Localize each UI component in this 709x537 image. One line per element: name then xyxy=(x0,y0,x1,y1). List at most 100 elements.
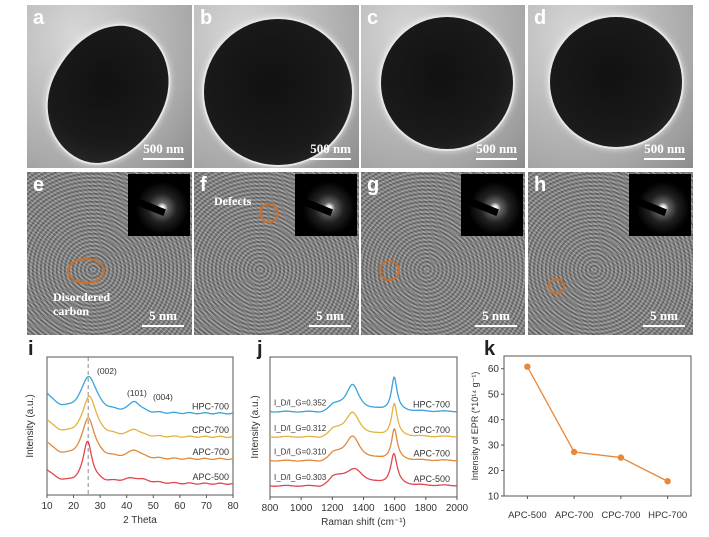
raman-series-hpc-700 xyxy=(270,376,457,413)
panel-label: h xyxy=(534,174,547,196)
x-tick-label: HPC-700 xyxy=(648,510,687,521)
scale-label: 500 nm xyxy=(476,141,517,156)
scale-label: 5 nm xyxy=(650,308,678,323)
series-label: CPC-700 xyxy=(413,425,450,435)
epr-point-hpc-700 xyxy=(664,478,671,485)
panel-label-j: j xyxy=(257,338,263,360)
x-tick-label: 60 xyxy=(174,501,186,512)
scale-bar: 500 nm xyxy=(476,141,517,160)
highlight-circle xyxy=(379,260,400,281)
hrtem-panel-h: h 5 nm xyxy=(528,172,693,335)
x-axis-label: 2 Theta xyxy=(123,515,157,526)
epr-line xyxy=(526,366,668,482)
scale-label: 500 nm xyxy=(143,141,184,156)
x-tick-label: 1600 xyxy=(384,503,407,514)
epr-point-cpc-700 xyxy=(617,454,625,461)
x-tick-label: APC-500 xyxy=(508,510,547,521)
xrd-series-hpc-700 xyxy=(46,375,234,415)
tem-panel-a: a 500 nm xyxy=(27,5,192,168)
epr-point-apc-700 xyxy=(570,448,578,456)
tem-panel-c: c 500 nm xyxy=(361,5,525,168)
scale-label: 5 nm xyxy=(316,308,344,323)
id-ig-ratio-label: I_D/I_G=0.310 xyxy=(274,448,327,457)
raman-series-cpc-700 xyxy=(270,402,457,438)
saed-inset xyxy=(629,174,691,236)
scale-bar: 5 nm xyxy=(475,308,517,327)
series-label: HPC-700 xyxy=(413,400,450,410)
x-tick-label: 1200 xyxy=(321,503,344,514)
y-axis-label: Intensity of EPR (*10¹⁴ g⁻¹) xyxy=(470,372,480,481)
x-tick-label: 2000 xyxy=(446,503,469,514)
y-tick-label: 20 xyxy=(488,466,500,477)
panel-label: e xyxy=(33,174,45,196)
y-tick-label: 30 xyxy=(488,441,500,452)
series-label: HPC-700 xyxy=(192,402,229,412)
hrtem-panel-f: f Defects 5 nm xyxy=(194,172,359,335)
x-tick-label: 80 xyxy=(227,501,239,512)
scale-bar: 5 nm xyxy=(643,308,685,327)
plot-frame xyxy=(46,356,234,496)
y-tick-label: 60 xyxy=(488,364,500,375)
annotation-101: (101) xyxy=(127,388,147,398)
saed-inset xyxy=(295,174,357,236)
hrtem-panel-e: e Disordered carbon 5 nm xyxy=(27,172,192,335)
id-ig-ratio-label: I_D/I_G=0.352 xyxy=(274,399,327,408)
y-tick-label: 40 xyxy=(488,415,500,426)
panel-label: g xyxy=(367,174,380,196)
x-tick-label: 1400 xyxy=(352,503,375,514)
particle xyxy=(381,17,513,149)
scale-label: 500 nm xyxy=(310,141,351,156)
x-tick-label: 10 xyxy=(41,501,53,512)
panel-label: a xyxy=(33,7,45,29)
scale-bar: 5 nm xyxy=(309,308,351,327)
particle xyxy=(550,17,682,147)
annotation: Defects xyxy=(214,194,252,208)
y-axis-label: Intensity (a.u.) xyxy=(250,395,261,458)
hrtem-panel-g: g 5 nm xyxy=(361,172,525,335)
scale-label: 5 nm xyxy=(149,308,177,323)
series-label: APC-700 xyxy=(413,449,450,459)
tem-panel-d: d 500 nm xyxy=(528,5,693,168)
series-label: CPC-700 xyxy=(192,425,229,435)
y-tick-label: 10 xyxy=(488,492,500,503)
series-label: APC-500 xyxy=(413,474,450,484)
x-axis-label: Raman shift (cm⁻¹) xyxy=(321,517,406,528)
x-tick-label: 1800 xyxy=(415,503,438,514)
x-tick-label: 1000 xyxy=(290,503,313,514)
x-tick-label: 20 xyxy=(68,501,80,512)
x-tick-label: 70 xyxy=(201,501,213,512)
y-tick-label: 50 xyxy=(488,390,500,401)
series-label: APC-700 xyxy=(192,447,229,457)
series-label: APC-500 xyxy=(192,472,229,482)
raman-series-apc-500 xyxy=(270,452,458,487)
raman-series-apc-700 xyxy=(270,428,457,462)
x-tick-label: 800 xyxy=(262,503,279,514)
scale-bar: 500 nm xyxy=(644,141,685,160)
x-tick-label: CPC-700 xyxy=(601,510,640,521)
xrd-series-apc-700 xyxy=(46,417,234,461)
saed-inset xyxy=(128,174,190,236)
x-tick-label: 30 xyxy=(95,501,107,512)
tem-panel-b: b 500 nm xyxy=(194,5,359,168)
highlight-circle xyxy=(259,203,279,223)
panel-label: d xyxy=(534,7,547,29)
scale-bar: 500 nm xyxy=(310,141,351,160)
epr-point-apc-500 xyxy=(524,363,531,370)
particle xyxy=(204,19,352,165)
panel-label-k: k xyxy=(484,338,496,360)
saed-inset xyxy=(461,174,523,236)
highlight-circle xyxy=(548,278,565,295)
annotation-004: (004) xyxy=(153,392,173,402)
id-ig-ratio-label: I_D/I_G=0.312 xyxy=(274,424,327,433)
xrd-series-cpc-700 xyxy=(46,395,234,439)
id-ig-ratio-label: I_D/I_G=0.303 xyxy=(274,473,327,482)
x-tick-label: 40 xyxy=(121,501,133,512)
panel-label: f xyxy=(200,174,207,196)
annotation: Disordered carbon xyxy=(53,290,111,318)
scale-label: 500 nm xyxy=(644,141,685,156)
x-tick-label: APC-700 xyxy=(555,510,594,521)
xrd-series-apc-500 xyxy=(46,440,234,485)
y-axis-label: Intensity (a.u.) xyxy=(25,394,36,457)
scale-bar: 5 nm xyxy=(142,308,184,327)
